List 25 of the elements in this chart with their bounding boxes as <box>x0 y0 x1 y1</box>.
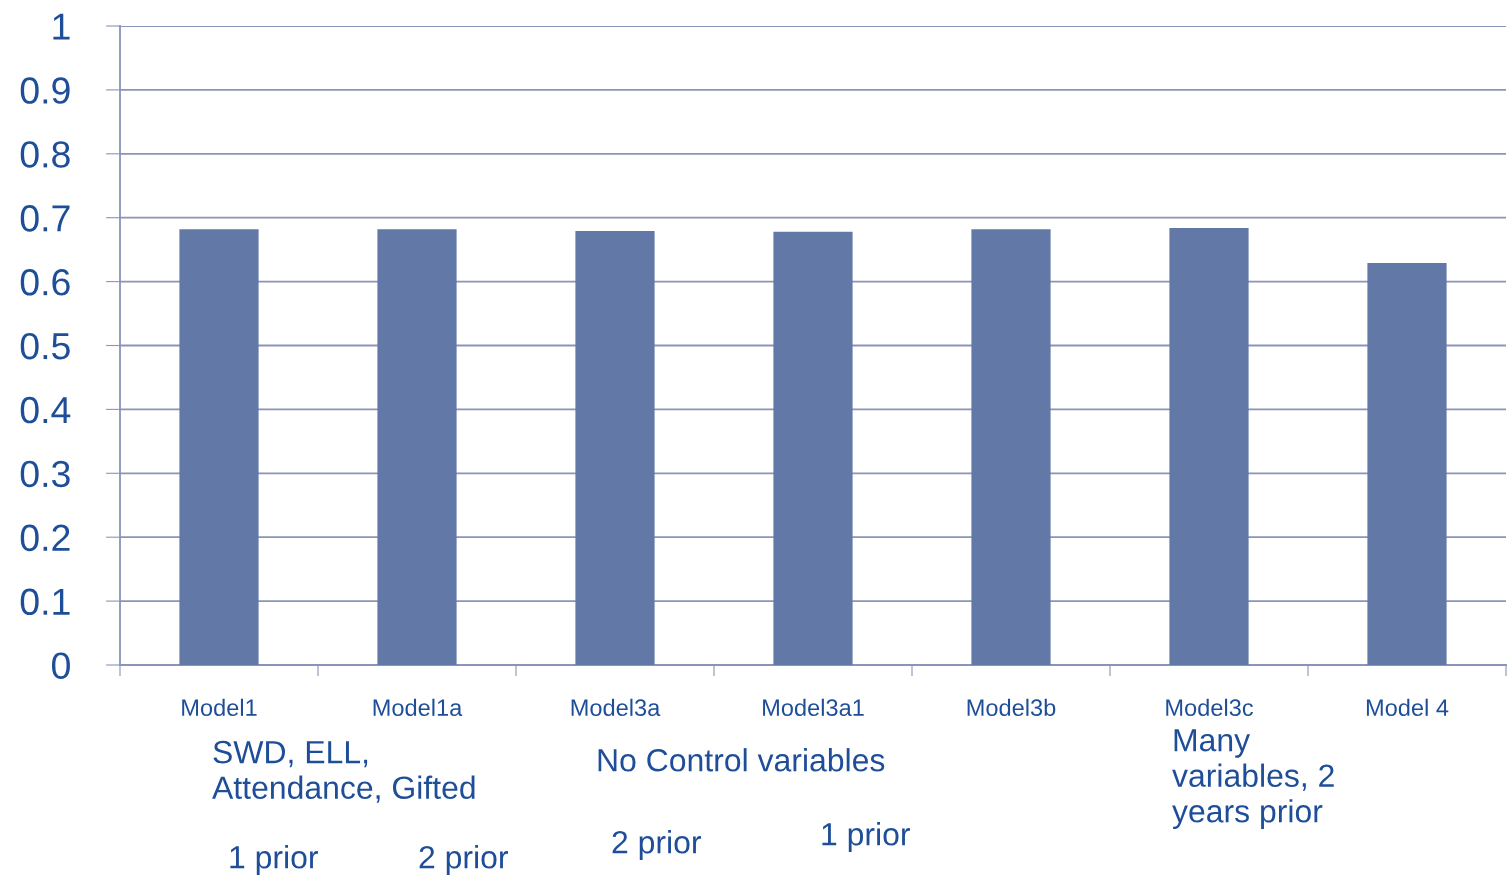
x-tick-label: Model 4 <box>1366 698 1449 717</box>
x-tick-label: Model3a <box>571 698 661 717</box>
y-tick-label: 0.4 <box>20 396 71 424</box>
y-tick-label: 0 <box>52 652 70 679</box>
x-tick-label: Model1a <box>373 698 463 717</box>
y-tick-label: 1 <box>53 13 70 40</box>
text: No Control variables <box>598 748 885 772</box>
x-tick-label: Model3a1 <box>763 698 864 717</box>
text: SWD, ELL, Attendance, Gifted <box>212 740 475 803</box>
y-tick-label: 0.1 <box>20 588 70 616</box>
y-tick-label: 0.9 <box>20 77 70 104</box>
text: 2 prior <box>612 830 702 860</box>
y-tick-label: 0.2 <box>20 524 70 552</box>
text: 1 prior <box>822 822 911 852</box>
x-tick-label: Model3c <box>1166 698 1253 717</box>
y-tick-label: 0.7 <box>20 205 70 232</box>
text: Many variables, 2 years prior <box>1172 729 1334 829</box>
text: 2 prior <box>419 845 509 875</box>
y-tick-label: 0.5 <box>20 332 70 360</box>
y-tick-label: 0.3 <box>20 460 70 488</box>
x-tick-label: Model3b <box>967 698 1056 717</box>
y-tick-label: 0.6 <box>20 269 70 296</box>
y-tick-label: 0.8 <box>20 141 70 168</box>
text: 1 prior <box>230 845 319 875</box>
x-tick-label: Model1 <box>182 698 257 717</box>
